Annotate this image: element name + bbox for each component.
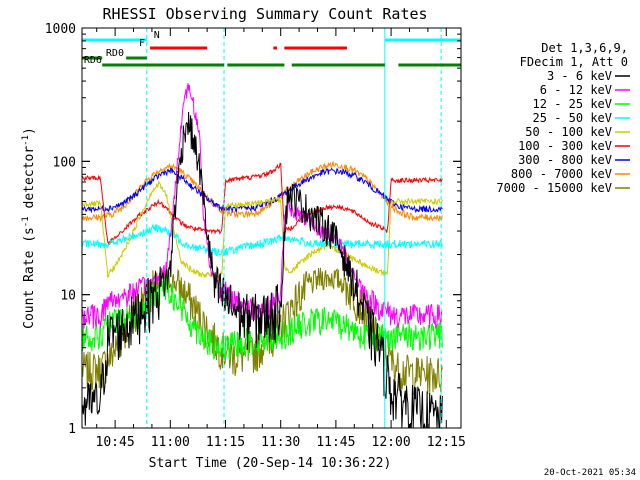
- x-tick-label: 11:15: [206, 435, 245, 450]
- status-bar-rd0-segment-1: [82, 56, 103, 60]
- x-tick-label: 11:30: [261, 435, 300, 450]
- y-tick-label: 1: [68, 422, 76, 437]
- y-axis-label: Count Rate (s-1 detector-1): [21, 127, 37, 329]
- status-bar-f-segment-1: [150, 46, 208, 50]
- y-tick-label: 100: [53, 155, 76, 170]
- legend-label-2: 6 - 12 keV: [540, 83, 612, 97]
- status-bar-rd6-segment-1: [102, 63, 225, 67]
- status-bar-label-n: N: [154, 30, 160, 41]
- series-line-2: [82, 83, 443, 329]
- y-axis: 1 10 100 1000: [45, 22, 461, 437]
- legend-header-2: FDecim 1, Att 0: [520, 55, 628, 69]
- series-line-4: [82, 223, 443, 257]
- legend-label-9: 7000 - 15000 keV: [496, 181, 612, 195]
- status-bar-rd6-segment-3: [291, 63, 385, 67]
- legend-header-1: Det 1,3,6,9,: [541, 41, 628, 55]
- timestamp: 20-Oct-2021 05:34: [544, 468, 636, 478]
- status-bar-f-segment-3: [284, 46, 347, 50]
- status-bar-rd6-segment-2: [227, 63, 285, 67]
- y-label-part-1: Count Rate (s: [22, 227, 37, 329]
- legend-label-5: 50 - 100 keV: [525, 125, 612, 139]
- x-axis-label: Start Time (20-Sep-14 10:36:22): [149, 456, 392, 471]
- y-label-sup-1: -1: [21, 216, 31, 227]
- status-bar-rd0-segment-2: [126, 56, 147, 60]
- legend-label-8: 800 - 7000 keV: [511, 167, 612, 181]
- status-bar-rd6-segment-4: [398, 63, 461, 67]
- series-line-7: [82, 167, 443, 214]
- series-line-8: [82, 161, 443, 223]
- status-bar-n-segment-1: [82, 38, 147, 42]
- status-bar-label-f: F: [139, 38, 145, 49]
- status-bar-f-segment-2: [273, 46, 278, 50]
- x-tick-label: 12:00: [372, 435, 411, 450]
- legend-label-7: 300 - 800 keV: [518, 153, 612, 167]
- status-bar-label-rd6: RD6: [84, 55, 102, 66]
- y-label-part-3: ): [22, 127, 37, 135]
- legend-label-6: 100 - 300 keV: [518, 139, 612, 153]
- x-axis: 10:45 11:00 11:15 11:30 11:45 12:00 12:15: [96, 28, 466, 450]
- y-label-part-2: detector: [22, 146, 37, 217]
- legend-label-3: 12 - 25 keV: [533, 97, 612, 111]
- series-line-5: [82, 179, 443, 280]
- plot-frame: [81, 27, 462, 429]
- y-label-sup-2: -1: [21, 135, 31, 146]
- status-bar-n-segment-2: [384, 38, 461, 42]
- x-tick-label: 12:15: [427, 435, 466, 450]
- x-tick-label: 11:00: [151, 435, 190, 450]
- x-tick-label: 11:45: [316, 435, 355, 450]
- legend-label-1: 3 - 6 keV: [547, 69, 612, 83]
- y-tick-label: 1000: [45, 22, 76, 37]
- chart-title: RHESSI Observing Summary Count Rates: [102, 5, 427, 23]
- status-bar-label-rd0: RD0: [106, 48, 124, 59]
- legend-label-4: 25 - 50 keV: [533, 111, 612, 125]
- y-tick-label: 10: [60, 289, 76, 304]
- x-tick-label: 10:45: [96, 435, 135, 450]
- legend: Det 1,3,6,9, FDecim 1, Att 0 3 - 6 keV6 …: [496, 41, 630, 195]
- series-line-1: [82, 111, 443, 428]
